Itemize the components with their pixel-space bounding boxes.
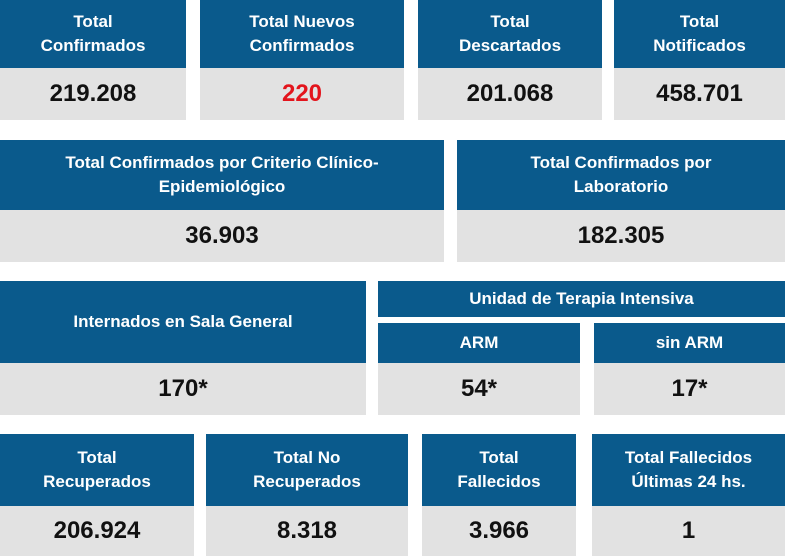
confirmados-criterio-clinico-label-line2: Epidemiológico (158, 177, 286, 196)
sin-arm-label: sin ARM (655, 333, 724, 352)
fallecidos-ultimas-24hs-label-line1: Total Fallecidos (624, 448, 753, 467)
total-no-recuperados-label-line1: Total No (273, 448, 341, 467)
total-no-recuperados-header: Total No Recuperados (206, 434, 408, 506)
total-descartados-header: Total Descartados (418, 0, 602, 68)
confirmados-criterio-clinico-label-line1: Total Confirmados por Criterio Clínico- (65, 153, 379, 172)
total-confirmados-label-line2: Confirmados (40, 36, 146, 55)
total-recuperados-label-line1: Total (77, 448, 117, 467)
total-descartados-value: 201.068 (418, 68, 602, 120)
total-nuevos-confirmados-header: Total Nuevos Confirmados (200, 0, 404, 68)
total-fallecidos-label-line2: Fallecidos (457, 472, 541, 491)
total-confirmados-header: Total Confirmados (0, 0, 186, 68)
sin-arm-header: sin ARM (594, 323, 785, 363)
confirmados-laboratorio-header: Total Confirmados por Laboratorio (457, 140, 785, 210)
total-fallecidos-label-line1: Total (479, 448, 519, 467)
total-notificados-label-line1: Total (679, 12, 720, 31)
confirmados-laboratorio-label-line2: Laboratorio (573, 177, 669, 196)
total-no-recuperados-value: 8.318 (206, 506, 408, 556)
fallecidos-ultimas-24hs-label-line2: Últimas 24 hs. (631, 472, 746, 491)
total-confirmados-value: 219.208 (0, 68, 186, 120)
total-notificados-value: 458.701 (614, 68, 785, 120)
total-fallecidos-header: Total Fallecidos (422, 434, 576, 506)
internados-sala-general-value: 170* (0, 363, 366, 415)
confirmados-criterio-clinico-value: 36.903 (0, 210, 444, 262)
total-descartados-label-line1: Total (490, 12, 530, 31)
total-notificados-header: Total Notificados (614, 0, 785, 68)
arm-label: ARM (459, 333, 499, 352)
total-recuperados-value: 206.924 (0, 506, 194, 556)
total-fallecidos-value: 3.966 (422, 506, 576, 556)
confirmados-laboratorio-label-line1: Total Confirmados por (530, 153, 712, 172)
fallecidos-ultimas-24hs-header: Total Fallecidos Últimas 24 hs. (592, 434, 785, 506)
sin-arm-value: 17* (594, 363, 785, 415)
total-nuevos-confirmados-value: 220 (200, 68, 404, 120)
fallecidos-ultimas-24hs-value: 1 (592, 506, 785, 556)
total-no-recuperados-label-line2: Recuperados (253, 472, 361, 491)
internados-sala-general-header: Internados en Sala General (0, 281, 366, 363)
total-confirmados-label-line1: Total (73, 12, 113, 31)
total-notificados-label-line2: Notificados (653, 36, 746, 55)
uti-title: Unidad de Terapia Intensiva (469, 289, 694, 308)
total-recuperados-label-line2: Recuperados (43, 472, 151, 491)
confirmados-criterio-clinico-header: Total Confirmados por Criterio Clínico- … (0, 140, 444, 210)
total-nuevos-confirmados-label-line2: Confirmados (249, 36, 355, 55)
total-descartados-label-line2: Descartados (458, 36, 562, 55)
arm-header: ARM (378, 323, 580, 363)
total-recuperados-header: Total Recuperados (0, 434, 194, 506)
total-nuevos-confirmados-label-line1: Total Nuevos (249, 12, 355, 31)
uti-title-header: Unidad de Terapia Intensiva (378, 281, 785, 317)
arm-value: 54* (378, 363, 580, 415)
confirmados-laboratorio-value: 182.305 (457, 210, 785, 262)
internados-sala-general-label: Internados en Sala General (73, 312, 293, 331)
